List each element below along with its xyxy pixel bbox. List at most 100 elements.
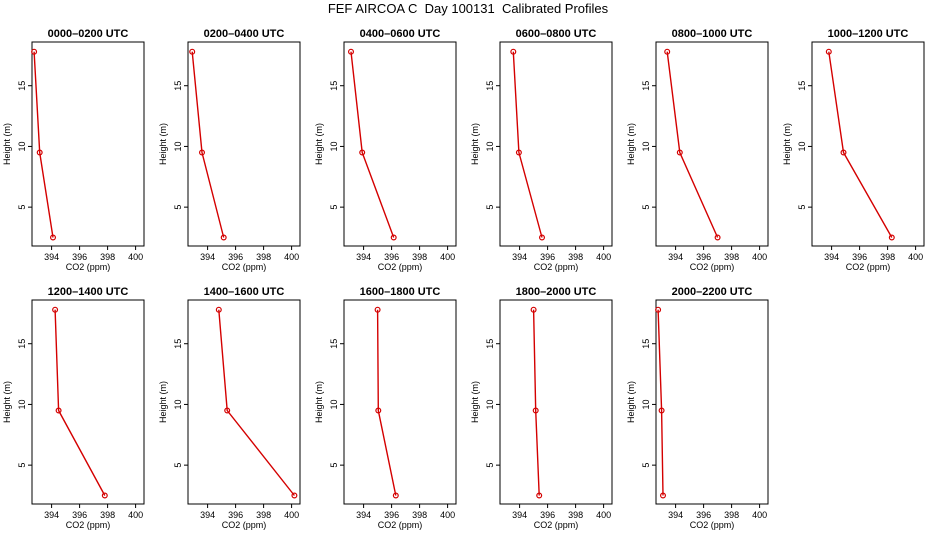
x-tick-label: 394 [200,510,215,520]
profile-line [828,51,893,238]
data-point [220,234,227,241]
profile-line [350,51,395,238]
y-tick-label: 5 [797,205,807,210]
panel-title: 0000–0200 UTC [48,28,129,40]
y-tick-label: 5 [485,463,495,468]
x-tick-label: 394 [668,252,683,262]
plot-frame [343,41,457,247]
panel-2: 0200–0400 UTC 394 396 398 400 5 10 15 CO2 (ppm) H… [158,28,301,272]
x-tick-label: 394 [356,510,371,520]
y-tick-label: 10 [17,141,27,151]
data-point [714,234,721,241]
panel-1: 0000–0200 UTC 394 396 398 400 5 10 15 CO2 (ppm) H… [2,28,145,272]
figure-title: FEF AIRCOA C Day 100131 Calibrated Profi… [327,1,609,16]
y-tick-label: 10 [641,141,651,151]
data-point [664,48,671,55]
data-point [215,306,222,313]
plot-frame [655,299,769,505]
data-point [658,407,665,414]
y-tick-label: 10 [797,141,807,151]
y-tick-label: 15 [173,81,183,91]
y-tick-label: 15 [17,339,27,349]
plot-frame [187,299,301,505]
y-axis-label: Height (m) [158,123,168,165]
x-tick-label: 396 [72,252,87,262]
data-point [52,306,59,313]
x-tick-label: 396 [228,252,243,262]
y-axis-label: Height (m) [626,381,636,423]
x-tick-label: 394 [356,252,371,262]
x-axis-label: CO2 (ppm) [222,262,267,272]
y-tick-label: 15 [329,339,339,349]
x-tick-label: 396 [540,510,555,520]
x-axis-label: CO2 (ppm) [66,262,111,272]
panel-title: 0800–1000 UTC [672,28,753,40]
y-tick-label: 5 [173,463,183,468]
x-axis-label: CO2 (ppm) [534,520,579,530]
data-point [49,234,56,241]
x-axis-label: CO2 (ppm) [690,262,735,272]
data-point [659,492,666,499]
panel-4: 0600–0800 UTC 394 396 398 400 5 10 15 CO2 (ppm) H… [470,28,613,272]
x-tick-label: 398 [100,510,115,520]
data-point [515,149,522,156]
x-tick-label: 400 [752,510,767,520]
data-point [530,306,537,313]
panel-10: 1800–2000 UTC 394 396 398 400 5 10 15 CO2 (ppm) H… [470,286,613,530]
panel-title: 2000–2200 UTC [672,286,753,298]
data-point [348,48,355,55]
profile-line [666,51,719,238]
data-point [359,149,366,156]
data-point [532,407,539,414]
data-point [390,234,397,241]
y-tick-label: 10 [173,141,183,151]
panel-title: 0600–0800 UTC [516,28,597,40]
x-axis-label: CO2 (ppm) [378,520,423,530]
profile-line [657,309,664,496]
profile-line [376,309,397,496]
x-tick-label: 400 [596,510,611,520]
data-point [55,407,62,414]
profile-line [218,309,295,496]
y-tick-label: 15 [797,81,807,91]
x-axis-label: CO2 (ppm) [846,262,891,272]
data-point [291,492,298,499]
x-tick-label: 394 [200,252,215,262]
x-tick-label: 398 [412,252,427,262]
y-tick-label: 15 [641,81,651,91]
panel-6: 1000–1200 UTC 394 396 398 400 5 10 15 CO2 (ppm) H… [782,28,925,272]
panel-title: 1400–1600 UTC [204,286,285,298]
y-tick-label: 5 [17,463,27,468]
data-point [840,149,847,156]
y-axis-label: Height (m) [470,381,480,423]
x-tick-label: 398 [256,252,271,262]
y-tick-label: 5 [641,205,651,210]
panel-title: 1600–1800 UTC [360,286,441,298]
y-tick-label: 5 [329,463,339,468]
panel-9: 1600–1800 UTC 394 396 398 400 5 10 15 CO2 (ppm) H… [314,286,457,530]
profile-line [191,51,225,238]
x-tick-label: 398 [100,252,115,262]
x-tick-label: 398 [568,510,583,520]
x-tick-label: 394 [512,510,527,520]
x-tick-label: 396 [852,252,867,262]
x-tick-label: 400 [128,252,143,262]
data-point [392,492,399,499]
x-tick-label: 398 [724,252,739,262]
x-tick-label: 394 [44,510,59,520]
x-axis-label: CO2 (ppm) [378,262,423,272]
y-axis-label: Height (m) [2,123,12,165]
data-point [375,407,382,414]
panel-3: 0400–0600 UTC 394 396 398 400 5 10 15 CO2 (ppm) H… [314,28,457,272]
x-axis-label: CO2 (ppm) [222,520,267,530]
profile-line [33,51,54,238]
panel-8: 1400–1600 UTC 394 396 398 400 5 10 15 CO2 (ppm) H… [158,286,301,530]
x-tick-label: 400 [284,510,299,520]
x-tick-label: 394 [44,252,59,262]
panel-title: 1200–1400 UTC [48,286,129,298]
data-point [36,149,43,156]
x-tick-label: 394 [824,252,839,262]
x-tick-label: 400 [440,252,455,262]
x-tick-label: 394 [512,252,527,262]
